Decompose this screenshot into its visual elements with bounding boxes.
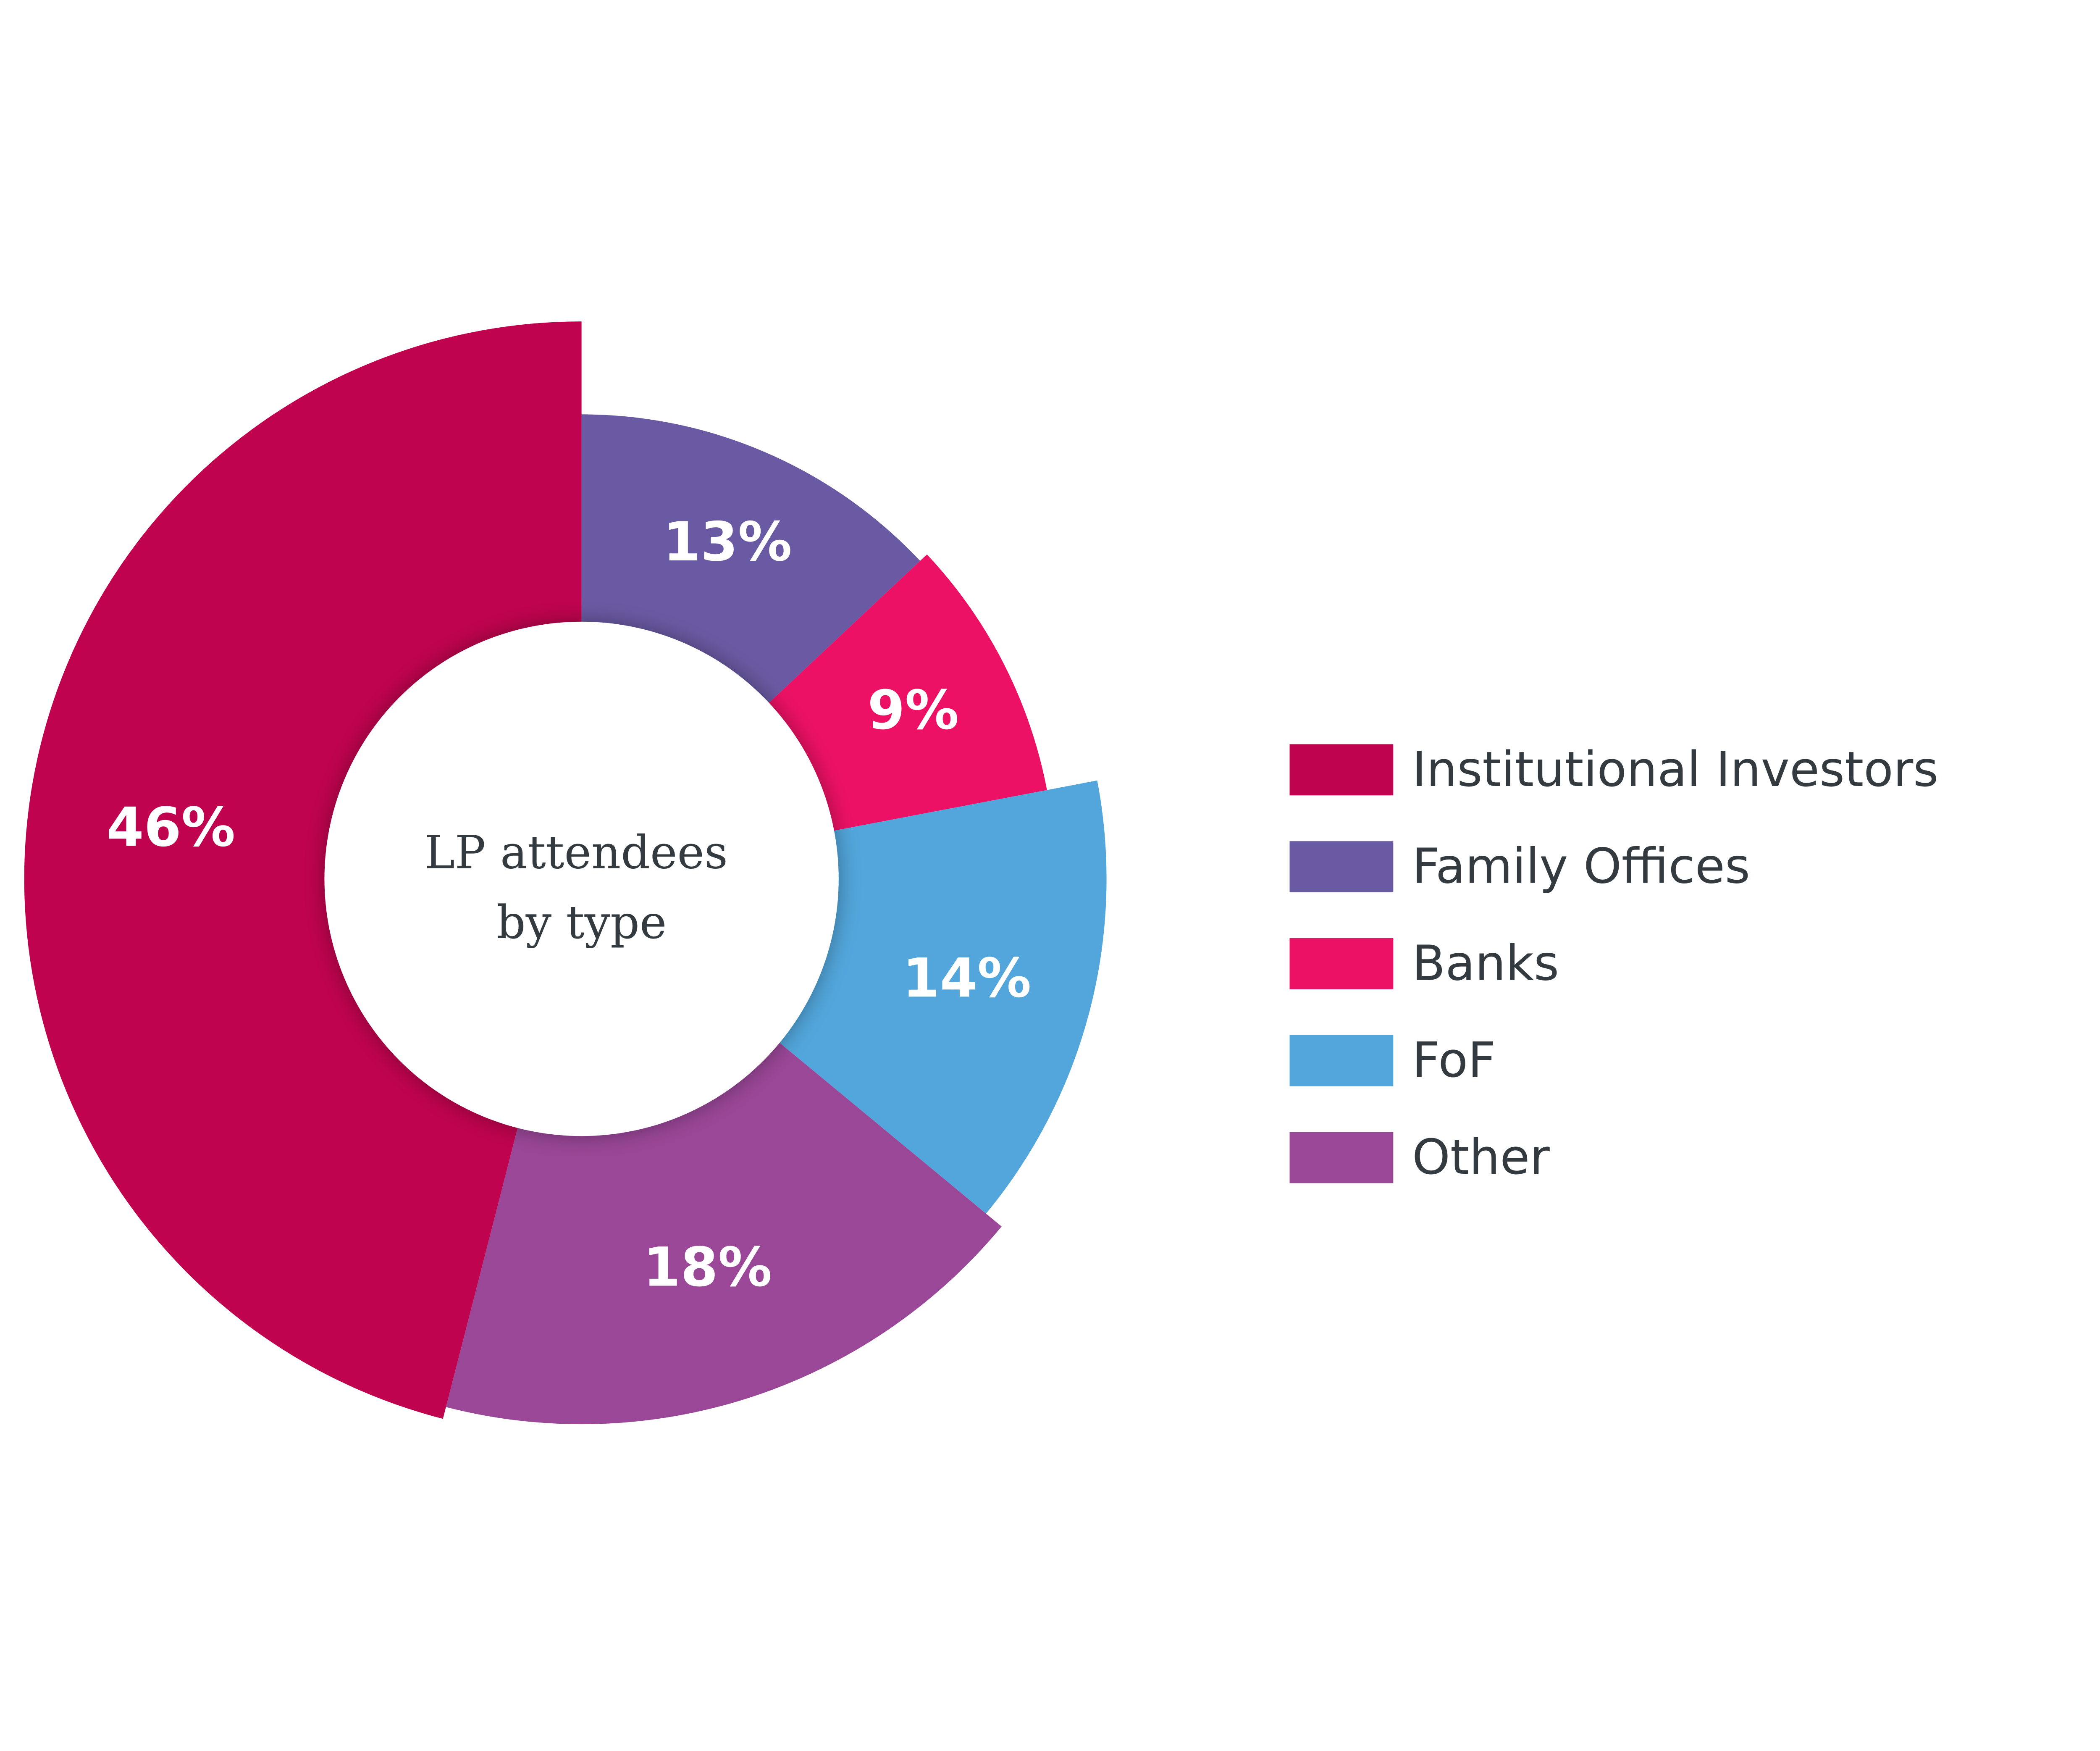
legend-label-banks: Banks bbox=[1412, 935, 1559, 991]
legend: Institutional Investors Family Offices Ban… bbox=[1289, 741, 1938, 1186]
legend-label-institutional-investors: Institutional Investors bbox=[1412, 741, 1938, 798]
chart-title-line-1: LP attendees bbox=[425, 826, 728, 879]
donut-hole bbox=[324, 621, 839, 1136]
legend-swatch-fof bbox=[1289, 1035, 1394, 1086]
legend-swatch-institutional-investors bbox=[1289, 744, 1394, 796]
data-label-banks: 9% bbox=[867, 679, 959, 742]
data-label-institutional-investors: 46% bbox=[106, 796, 235, 859]
legend-label-other: Other bbox=[1412, 1129, 1550, 1186]
legend-swatch-family-offices bbox=[1289, 841, 1394, 893]
legend-label-family-offices: Family Offices bbox=[1412, 839, 1750, 895]
legend-swatch-other bbox=[1289, 1132, 1394, 1183]
slice-institutional-investors bbox=[24, 321, 582, 1419]
chart-title-line-2: by type bbox=[496, 896, 667, 949]
data-label-family-offices: 13% bbox=[663, 511, 792, 573]
data-label-other: 18% bbox=[643, 1236, 772, 1299]
legend-label-fof: FoF bbox=[1412, 1032, 1496, 1088]
data-label-fof: 14% bbox=[903, 947, 1032, 1010]
legend-swatch-banks bbox=[1289, 938, 1394, 989]
